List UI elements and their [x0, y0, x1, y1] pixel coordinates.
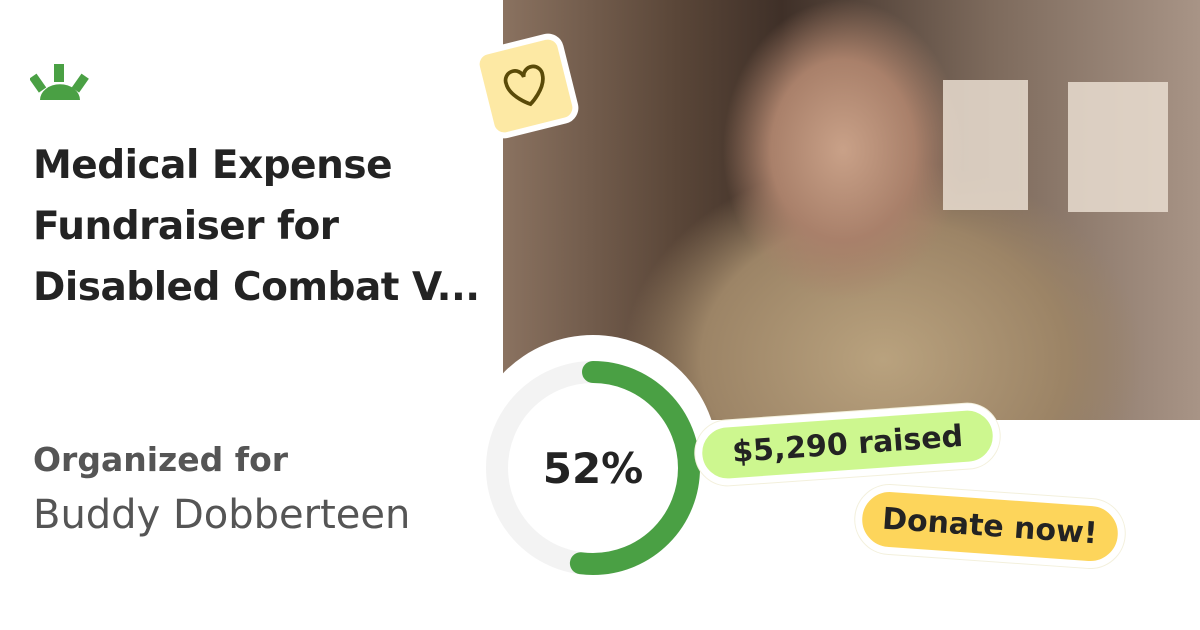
beneficiary-name: Buddy Dobberteen: [33, 492, 411, 538]
progress-arc: [486, 361, 700, 575]
heart-icon: [503, 64, 545, 107]
progress-ring: [486, 361, 700, 575]
campaign-title: Medical Expense Fundraiser for Disabled …: [33, 143, 480, 310]
donate-now-button[interactable]: Donate now!: [852, 482, 1127, 571]
heart-button[interactable]: [470, 30, 582, 142]
progress-percent: 52%: [542, 444, 644, 493]
logo-icon: [30, 64, 89, 100]
organized-for-label: Organized for: [33, 440, 289, 479]
